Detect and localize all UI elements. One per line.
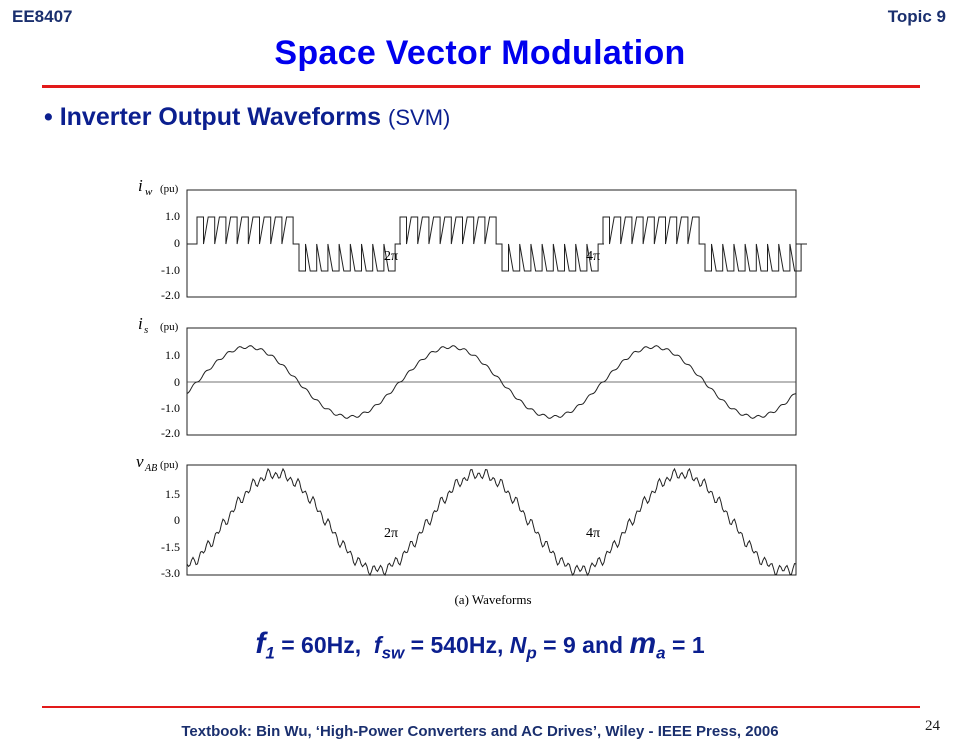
bullet-text: Inverter Output Waveforms xyxy=(59,103,382,131)
page-number: 24 xyxy=(925,718,940,734)
panel3-waveform xyxy=(186,467,797,577)
panel1-sub: w xyxy=(145,186,153,198)
panel3-var: v xyxy=(136,452,144,471)
panel2-waveform xyxy=(186,345,797,419)
panel2-frame xyxy=(186,327,797,436)
eq-fsw-sub: sw xyxy=(381,643,405,663)
bullet-symbol: • xyxy=(44,103,53,131)
panel3-tick-3: -3.0 xyxy=(161,566,180,580)
panel3-annot-4pi: 4π xyxy=(586,526,600,541)
topic-label: Topic 9 xyxy=(887,7,946,26)
panel2-tick-1: 0 xyxy=(174,375,180,389)
eq-ma-sub: a xyxy=(656,643,666,663)
waveform-figure: i w (pu) 1.0 0 -1.0 -2.0 2π 4π i s (pu) … xyxy=(120,165,820,620)
panel1-tick-2: -1.0 xyxy=(161,263,180,277)
panel1-tick-1: 0 xyxy=(174,236,180,250)
panel-vab: v AB (pu) 1.5 0 -1.5 -3.0 2π 4π xyxy=(136,452,797,580)
title-divider xyxy=(42,85,920,88)
panel3-tick-0: 1.5 xyxy=(165,487,180,501)
eq-f1-value: = 60Hz, xyxy=(274,632,374,658)
figure-caption: (a) Waveforms xyxy=(454,592,531,607)
panel2-tick-0: 1.0 xyxy=(165,348,180,362)
panel2-tick-2: -1.0 xyxy=(161,401,180,415)
panel1-var: i xyxy=(138,176,143,195)
footer-divider xyxy=(42,706,920,708)
panel1-waveform xyxy=(187,216,807,272)
panel3-annot-2pi: 2π xyxy=(384,526,398,541)
panel1-tick-0: 1.0 xyxy=(165,209,180,223)
eq-np-value: = 9 and xyxy=(536,632,630,658)
eq-np-sub: p xyxy=(526,643,537,663)
eq-np: N xyxy=(509,632,527,658)
panel-is: i s (pu) 1.0 0 -1.0 -2.0 xyxy=(138,314,797,440)
panel1-unit: (pu) xyxy=(160,183,179,195)
textbook-reference: Textbook: Bin Wu, ‘High-Power Converters… xyxy=(181,723,779,740)
course-code: EE8407 xyxy=(12,7,73,26)
panel3-unit: (pu) xyxy=(160,459,179,471)
panel1-tick-3: -2.0 xyxy=(161,288,180,302)
bullet-paren: (SVM) xyxy=(388,105,451,130)
panel1-annot-4pi: 4π xyxy=(586,249,600,264)
panel2-sub: s xyxy=(144,324,148,336)
panel1-annot-2pi: 2π xyxy=(384,249,398,264)
panel2-unit: (pu) xyxy=(160,321,179,333)
eq-ma: m xyxy=(629,627,657,660)
panel3-frame xyxy=(186,464,797,576)
panel3-sub: AB xyxy=(144,463,157,474)
panel2-var: i xyxy=(138,314,143,333)
slide-title: Space Vector Modulation xyxy=(274,34,686,72)
panel2-tick-3: -2.0 xyxy=(161,426,180,440)
bullet-heading: • Inverter Output Waveforms (SVM) xyxy=(44,103,450,132)
eq-f1: f xyxy=(255,627,266,660)
eq-fsw-value: = 540Hz, xyxy=(404,632,510,658)
eq-f1-sub: 1 xyxy=(265,643,275,663)
panel-iw: i w (pu) 1.0 0 -1.0 -2.0 2π 4π xyxy=(138,176,807,302)
panel3-tick-1: 0 xyxy=(174,513,180,527)
eq-fsw: f xyxy=(373,632,382,658)
panel3-tick-2: -1.5 xyxy=(161,540,180,554)
eq-ma-value: = 1 xyxy=(665,632,705,658)
parameter-equation: f1 = 60Hz, fsw = 540Hz, Np = 9 and ma = … xyxy=(0,627,960,664)
